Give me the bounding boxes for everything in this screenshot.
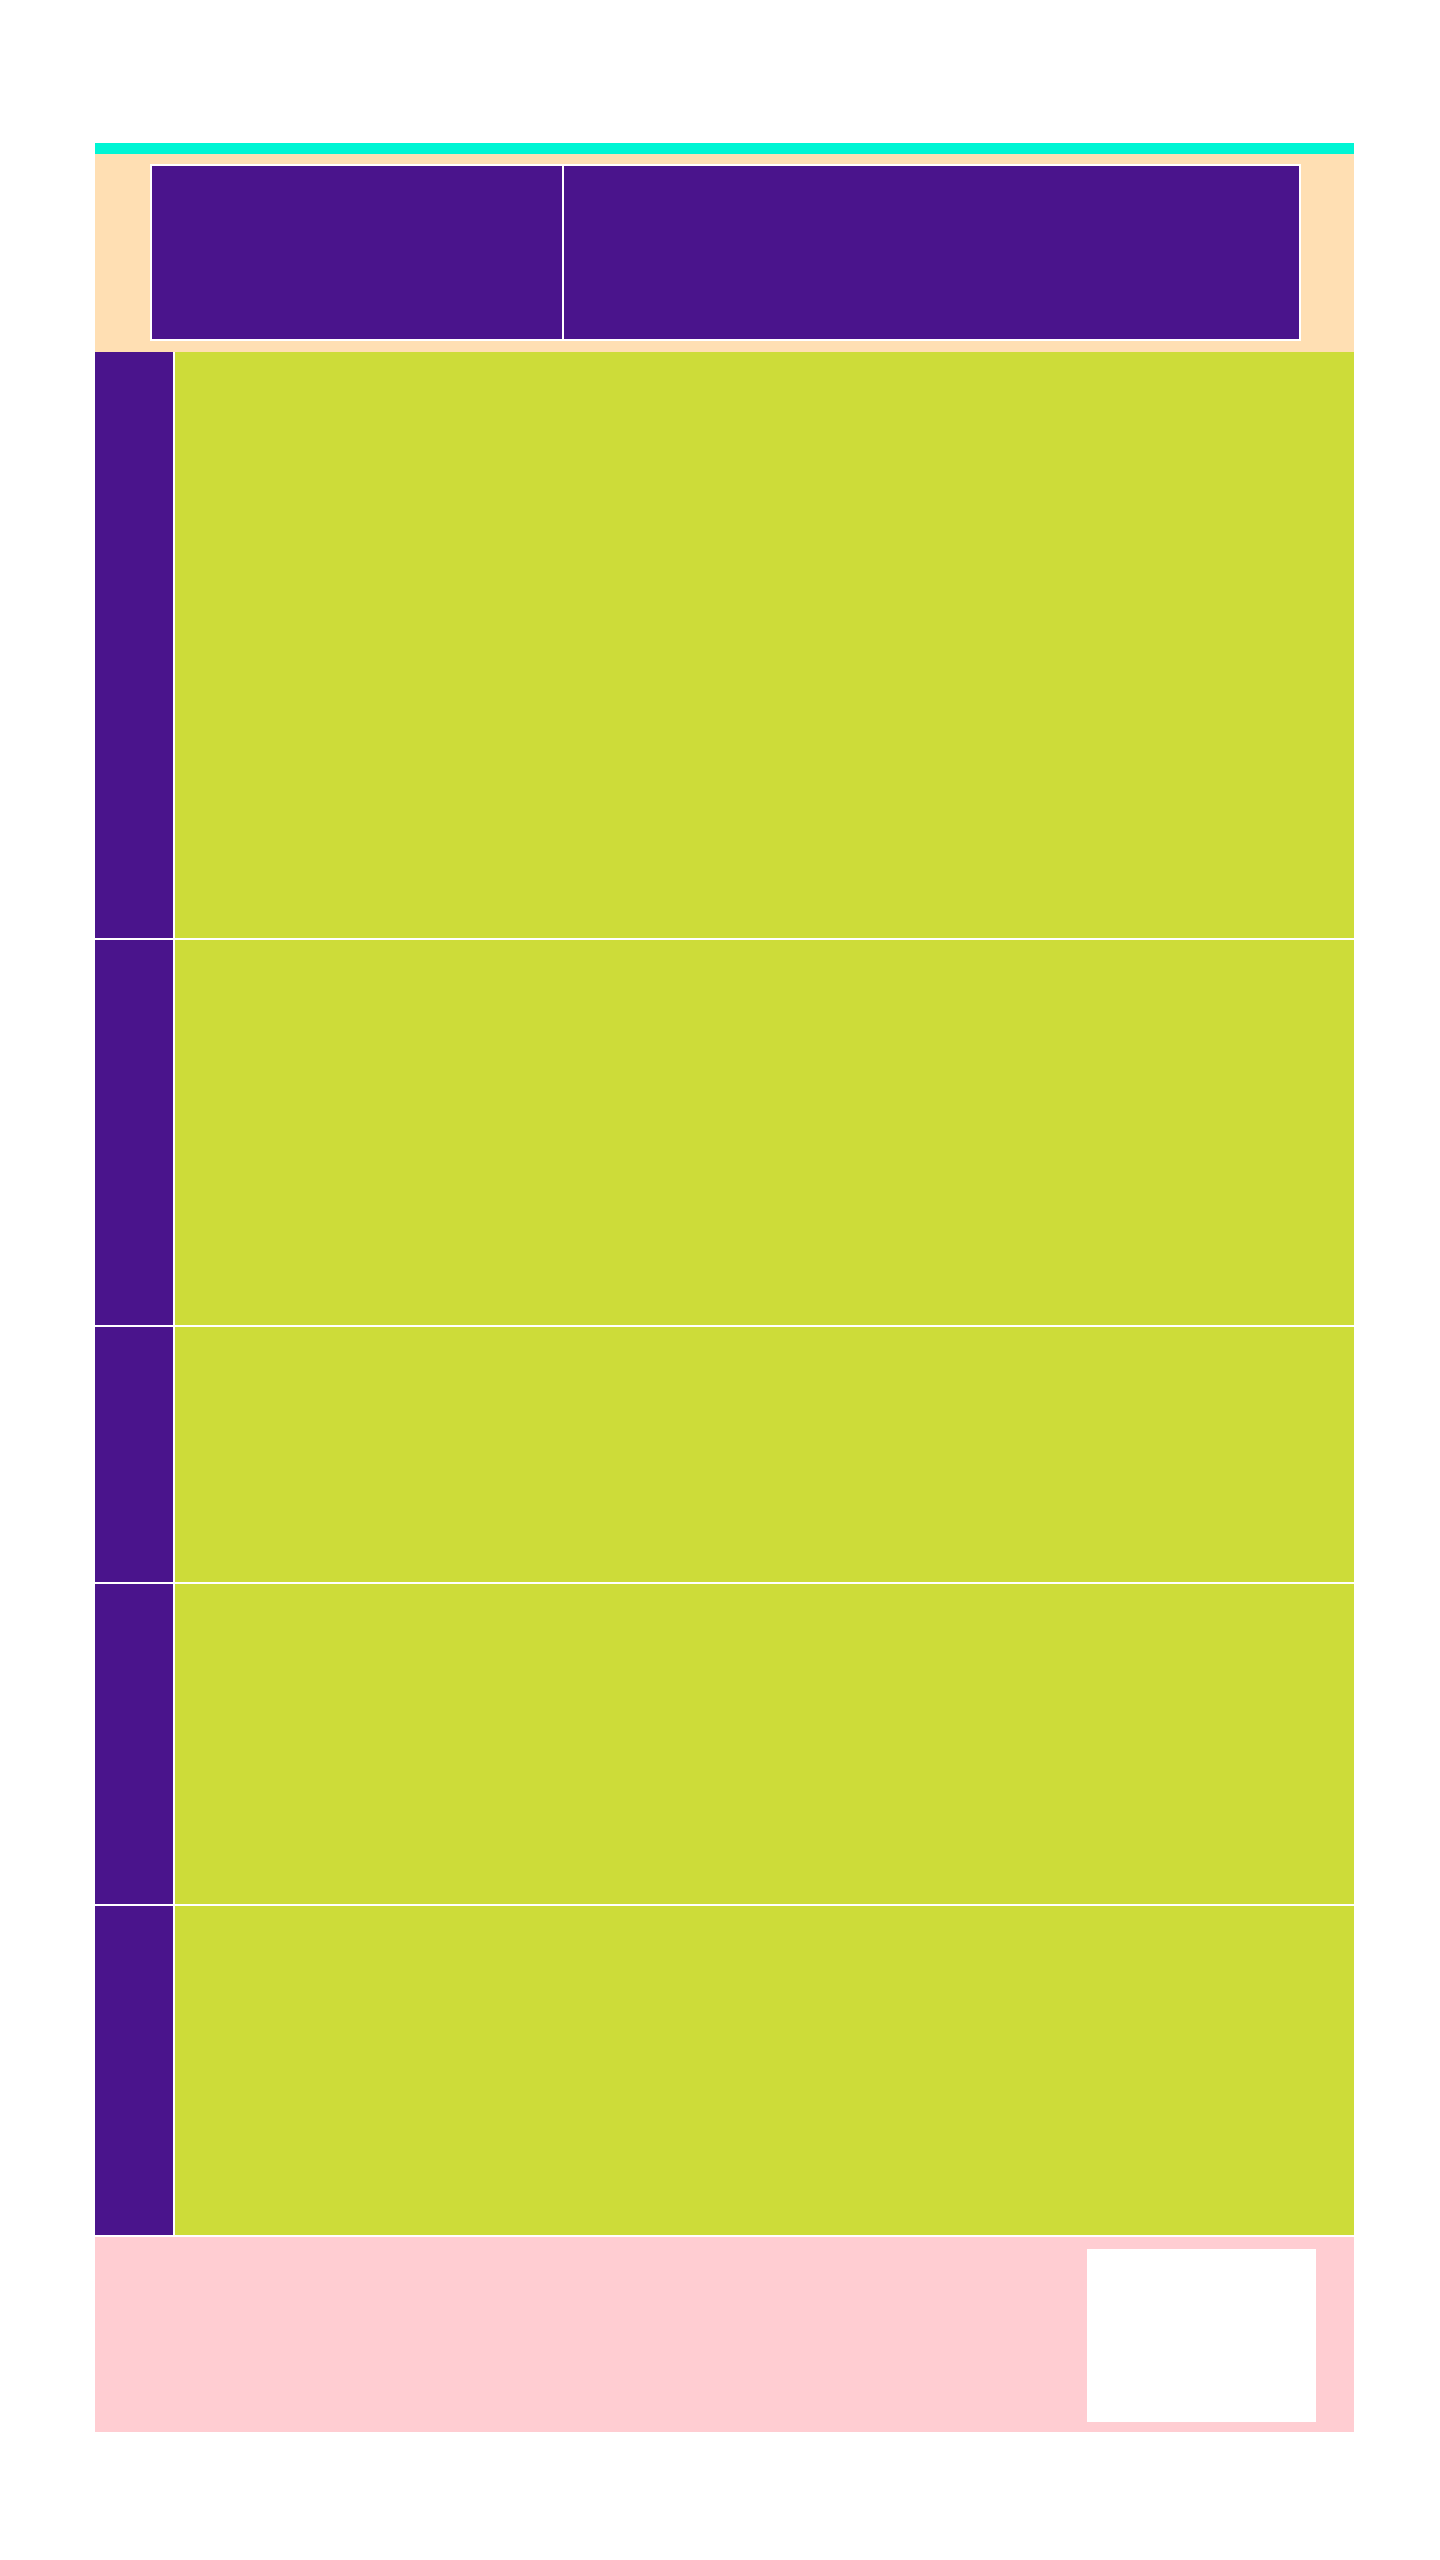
row-rail bbox=[95, 1906, 175, 2237]
accent-strip bbox=[95, 143, 1354, 154]
header-panel-left bbox=[150, 164, 564, 341]
content-row-2 bbox=[95, 940, 1354, 1327]
content-row-5 bbox=[95, 1906, 1354, 2237]
row-divider bbox=[95, 938, 1354, 940]
row-rail bbox=[95, 1327, 175, 1584]
footer-card bbox=[1087, 2249, 1316, 2422]
row-content bbox=[175, 1584, 1354, 1906]
row-content bbox=[175, 352, 1354, 940]
header-panel-right bbox=[564, 164, 1301, 341]
header-band bbox=[95, 154, 1354, 352]
row-divider bbox=[95, 1904, 1354, 1906]
row-content bbox=[175, 940, 1354, 1327]
row-divider bbox=[95, 2235, 1354, 2237]
content-row-3 bbox=[95, 1327, 1354, 1584]
row-content bbox=[175, 1906, 1354, 2237]
row-rail bbox=[95, 940, 175, 1327]
row-divider bbox=[95, 1582, 1354, 1584]
row-divider bbox=[95, 1325, 1354, 1327]
row-content bbox=[175, 1327, 1354, 1584]
row-rail bbox=[95, 1584, 175, 1906]
content-row-4 bbox=[95, 1584, 1354, 1906]
page-frame bbox=[95, 143, 1354, 2432]
footer-band bbox=[95, 2237, 1354, 2432]
content-row-1 bbox=[95, 352, 1354, 940]
row-rail bbox=[95, 352, 175, 940]
